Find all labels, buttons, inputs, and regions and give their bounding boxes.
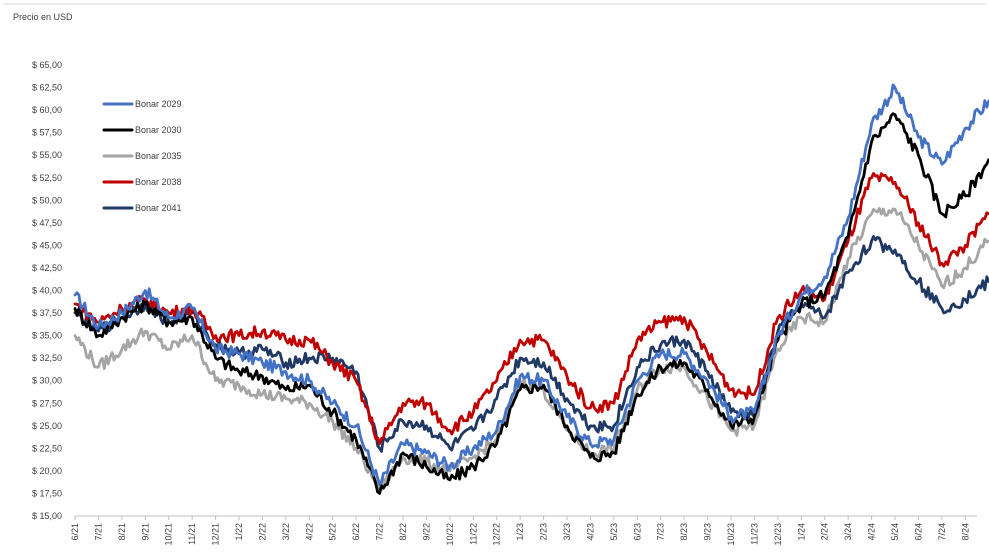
x-tick-label: 5/24 — [890, 523, 900, 541]
x-tick-label: 7/23 — [656, 523, 666, 541]
x-tick-label: 3/22 — [281, 523, 291, 541]
x-tick-label: 1/23 — [515, 523, 525, 541]
legend-label: Bonar 2029 — [135, 99, 182, 109]
x-tick-label: 11/21 — [187, 523, 197, 545]
x-tick-label: 12/23 — [773, 523, 783, 546]
y-tick-label: $ 25,00 — [32, 421, 62, 431]
x-tick-label: 9/22 — [421, 523, 431, 541]
x-tick-label: 11/22 — [468, 523, 478, 545]
y-tick-label: $ 32,50 — [32, 353, 62, 363]
x-tick-label: 3/23 — [562, 523, 572, 541]
x-tick-label: 7/24 — [937, 523, 947, 541]
x-tick-label: 9/23 — [703, 523, 713, 541]
y-tick-label: $ 55,00 — [32, 150, 62, 160]
y-tick-label: $ 52,50 — [32, 173, 62, 183]
y-tick-label: $ 65,00 — [32, 60, 62, 70]
y-tick-label: $ 22,50 — [32, 443, 62, 453]
series-line-bonar-2029 — [73, 83, 989, 486]
x-tick-label: 2/24 — [820, 523, 830, 541]
y-tick-label: $ 35,00 — [32, 331, 62, 341]
y-tick-label: $ 30,00 — [32, 376, 62, 386]
x-tick-label: 12/21 — [211, 523, 221, 546]
legend: Bonar 2029 Bonar 2030 Bonar 2035 Bonar 2038… — [102, 99, 182, 213]
y-tick-label: $ 37,50 — [32, 308, 62, 318]
y-tick-label: $ 45,00 — [32, 240, 62, 250]
x-tick-label: 1/24 — [796, 523, 806, 541]
x-tick-label: 4/22 — [304, 523, 314, 541]
x-tick-label: 8/23 — [679, 523, 689, 541]
x-tick-label: 5/23 — [609, 523, 619, 541]
x-tick-label: 11/23 — [749, 523, 759, 545]
x-tick-label: 8/22 — [398, 523, 408, 541]
x-tick-label: 10/21 — [164, 523, 174, 546]
x-tick-label: 10/23 — [726, 523, 736, 546]
x-tick-label: 10/22 — [445, 523, 455, 546]
x-tick-label: 8/21 — [117, 523, 127, 541]
y-tick-label: $ 47,50 — [32, 218, 62, 228]
legend-label: Bonar 2030 — [135, 125, 182, 135]
x-tick-label: 1/22 — [234, 523, 244, 541]
y-tick-label: $ 62,50 — [32, 83, 62, 93]
x-tick-label: 6/22 — [351, 523, 361, 541]
y-tick-label: $ 57,50 — [32, 128, 62, 138]
y-tick-label: $ 17,50 — [32, 488, 62, 498]
y-tick-label: $ 15,00 — [32, 511, 62, 521]
x-tick-label: 7/22 — [375, 523, 385, 541]
x-tick-label: 4/24 — [867, 523, 877, 541]
x-tick-label: 7/21 — [93, 523, 103, 541]
x-tick-label: 4/23 — [585, 523, 595, 541]
x-tick-label: 2/23 — [539, 523, 549, 541]
x-tick-label: 2/22 — [257, 523, 267, 541]
axis-layer: $ 15,00 $ 17,50 $ 20,00 $ 22,50 $ 25,00 $ 27,… — [32, 60, 977, 546]
x-tick-label: 3/24 — [843, 523, 853, 541]
y-tick-label: $ 40,00 — [32, 286, 62, 296]
y-tick-label: $ 50,00 — [32, 195, 62, 205]
y-tick-label: $ 20,00 — [32, 466, 62, 476]
legend-label: Bonar 2038 — [135, 177, 182, 187]
series-line-bonar-2030 — [73, 112, 989, 495]
y-axis-title: Precio en USD — [13, 12, 73, 22]
x-tick-label: 6/24 — [913, 523, 923, 541]
x-tick-label: 8/24 — [960, 523, 970, 541]
x-tick-label: 6/21 — [70, 523, 80, 541]
y-tick-label: $ 27,50 — [32, 398, 62, 408]
x-tick-label: 6/23 — [632, 523, 642, 541]
x-tick-label: 9/21 — [140, 523, 150, 541]
y-tick-label: $ 42,50 — [32, 263, 62, 273]
legend-label: Bonar 2035 — [135, 151, 182, 161]
series-layer — [73, 83, 989, 495]
y-tick-label: $ 60,00 — [32, 105, 62, 115]
x-tick-label: 5/22 — [328, 523, 338, 541]
legend-label: Bonar 2041 — [135, 203, 182, 213]
x-tick-label: 12/22 — [492, 523, 502, 546]
